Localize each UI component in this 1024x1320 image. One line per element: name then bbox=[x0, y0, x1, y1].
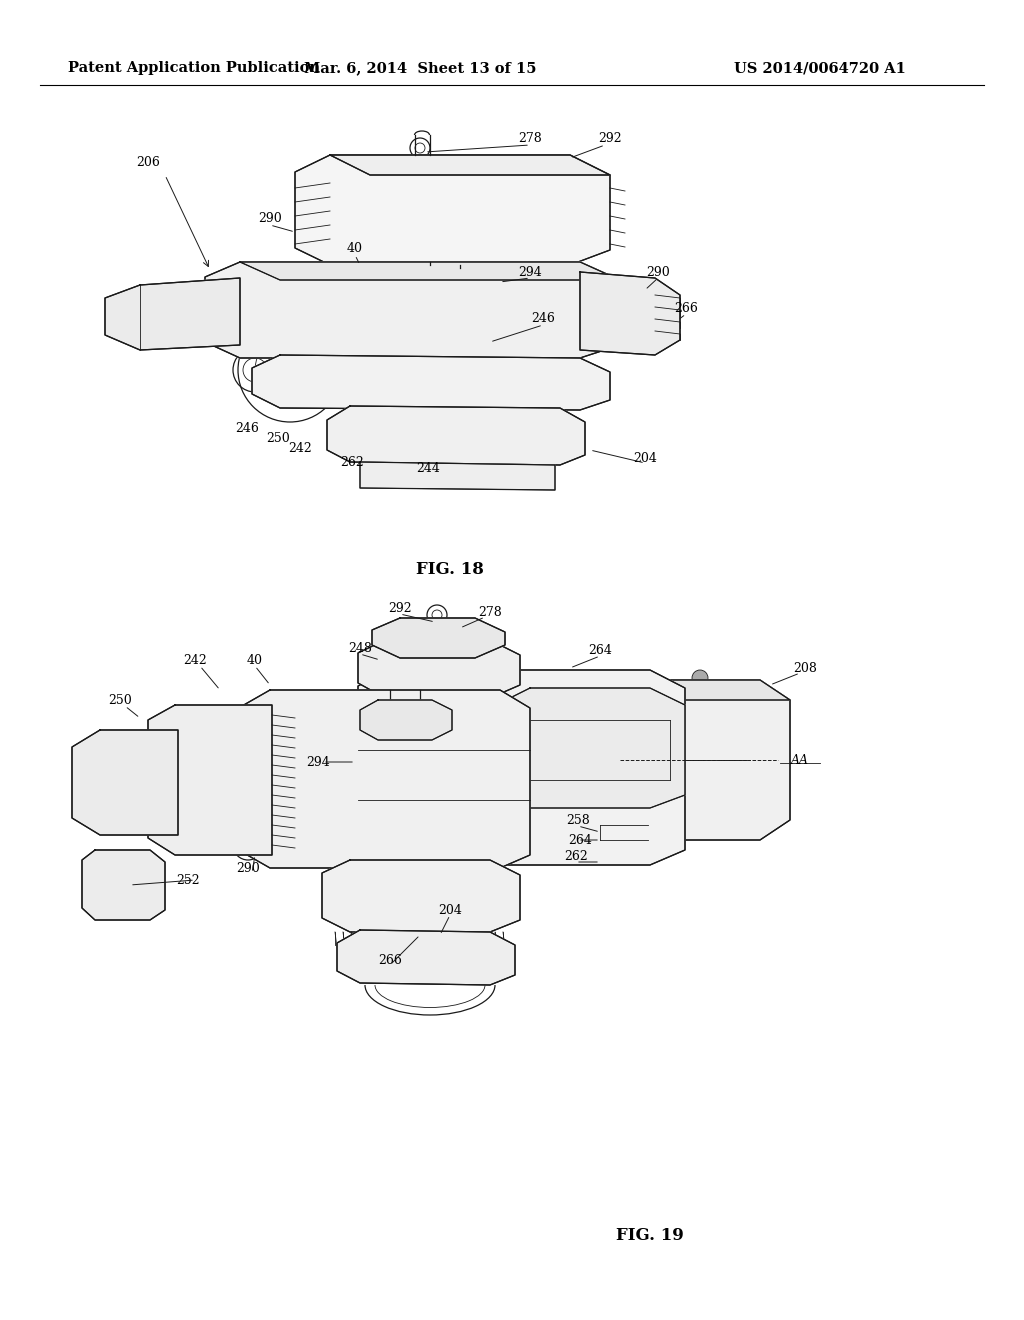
Text: 208: 208 bbox=[793, 661, 817, 675]
Polygon shape bbox=[330, 154, 610, 176]
Text: 262: 262 bbox=[564, 850, 588, 862]
Text: 290: 290 bbox=[258, 211, 282, 224]
Text: Mar. 6, 2014  Sheet 13 of 15: Mar. 6, 2014 Sheet 13 of 15 bbox=[304, 61, 537, 75]
Text: 246: 246 bbox=[531, 312, 555, 325]
Text: 264: 264 bbox=[568, 833, 592, 846]
Text: Patent Application Publication: Patent Application Publication bbox=[68, 61, 319, 75]
Circle shape bbox=[285, 366, 295, 375]
Text: 264: 264 bbox=[588, 644, 612, 656]
Polygon shape bbox=[358, 671, 685, 865]
Text: 290: 290 bbox=[646, 265, 670, 279]
Text: FIG. 19: FIG. 19 bbox=[616, 1226, 684, 1243]
Polygon shape bbox=[105, 279, 240, 350]
Polygon shape bbox=[372, 618, 505, 657]
Polygon shape bbox=[252, 355, 610, 411]
Text: 292: 292 bbox=[598, 132, 622, 144]
Polygon shape bbox=[358, 640, 520, 698]
Circle shape bbox=[692, 671, 708, 686]
Text: 258: 258 bbox=[566, 813, 590, 826]
Text: FIG. 18: FIG. 18 bbox=[416, 561, 484, 578]
Text: 266: 266 bbox=[378, 953, 402, 966]
Polygon shape bbox=[360, 462, 555, 490]
Text: 242: 242 bbox=[183, 653, 207, 667]
Text: 246: 246 bbox=[236, 421, 259, 434]
Polygon shape bbox=[82, 850, 165, 920]
Text: 248: 248 bbox=[348, 642, 372, 655]
Polygon shape bbox=[72, 730, 178, 836]
Text: 242: 242 bbox=[288, 441, 312, 454]
Text: 252: 252 bbox=[176, 874, 200, 887]
Polygon shape bbox=[148, 705, 272, 855]
Circle shape bbox=[453, 158, 467, 172]
Polygon shape bbox=[580, 272, 680, 355]
Text: 40: 40 bbox=[247, 653, 263, 667]
Circle shape bbox=[503, 158, 517, 172]
Text: 290: 290 bbox=[237, 862, 260, 874]
Text: 292: 292 bbox=[388, 602, 412, 615]
Text: 204: 204 bbox=[633, 451, 657, 465]
Circle shape bbox=[385, 770, 395, 780]
Text: 294: 294 bbox=[306, 755, 330, 768]
Polygon shape bbox=[650, 680, 790, 700]
Text: 250: 250 bbox=[266, 432, 290, 445]
Text: AA: AA bbox=[791, 754, 809, 767]
Text: 262: 262 bbox=[340, 455, 364, 469]
Polygon shape bbox=[360, 700, 452, 741]
Polygon shape bbox=[295, 154, 610, 265]
Text: 250: 250 bbox=[109, 693, 132, 706]
Circle shape bbox=[134, 779, 140, 785]
Polygon shape bbox=[322, 861, 520, 932]
Text: 40: 40 bbox=[347, 242, 362, 255]
Polygon shape bbox=[205, 261, 620, 358]
Text: US 2014/0064720 A1: US 2014/0064720 A1 bbox=[734, 61, 906, 75]
Circle shape bbox=[415, 356, 425, 367]
Text: 278: 278 bbox=[478, 606, 502, 619]
Polygon shape bbox=[242, 690, 530, 869]
Polygon shape bbox=[500, 688, 685, 808]
Text: 206: 206 bbox=[136, 156, 160, 169]
Polygon shape bbox=[620, 680, 790, 840]
Polygon shape bbox=[240, 261, 620, 280]
Text: 266: 266 bbox=[674, 301, 698, 314]
Circle shape bbox=[548, 158, 562, 172]
Text: 294: 294 bbox=[518, 265, 542, 279]
Text: 278: 278 bbox=[518, 132, 542, 144]
Polygon shape bbox=[337, 931, 515, 985]
Text: 204: 204 bbox=[438, 903, 462, 916]
Text: 244: 244 bbox=[416, 462, 440, 474]
Polygon shape bbox=[327, 407, 585, 465]
